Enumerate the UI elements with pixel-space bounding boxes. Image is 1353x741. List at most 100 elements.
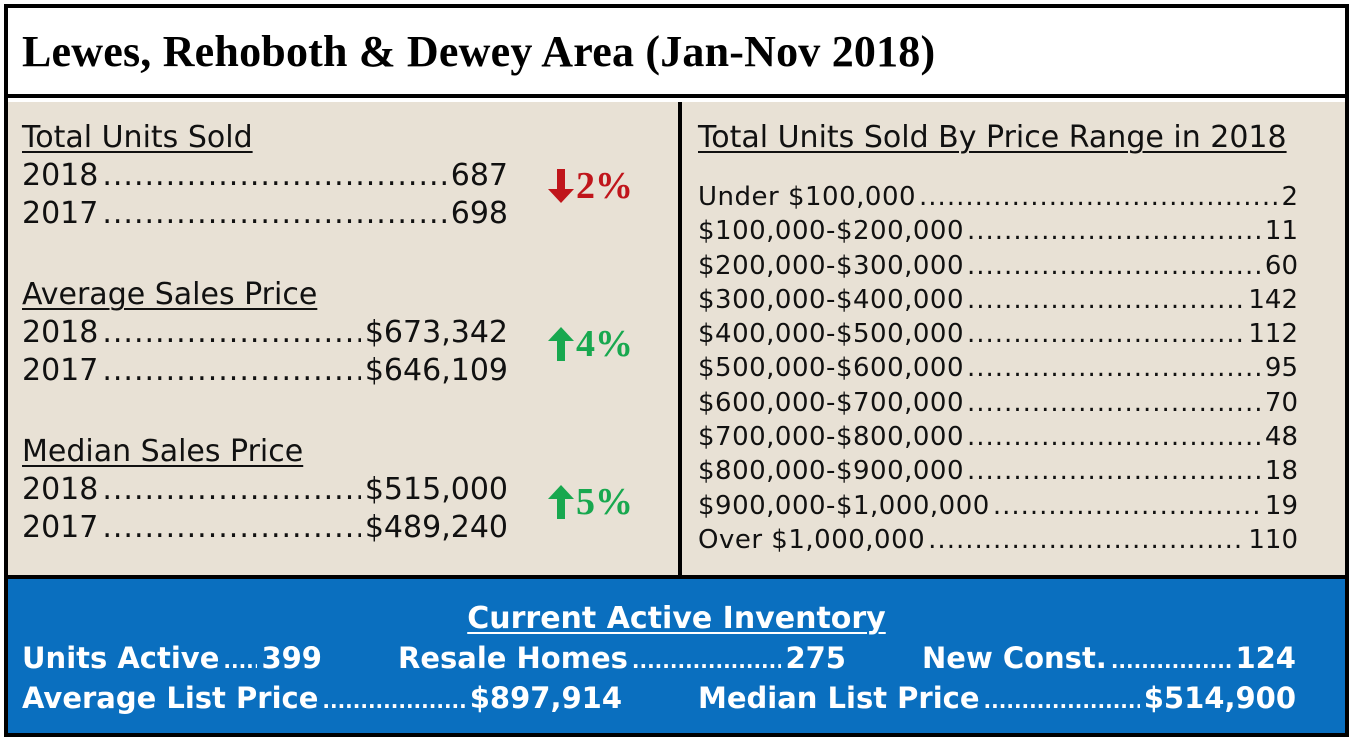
median-price-2018-row: 2018 $515,000 [22,472,508,510]
price-range-label: $800,000-$900,000 [698,456,964,487]
leader-dots [967,319,1245,349]
leader-dots [919,182,1278,212]
total-units-change-label: 2% [576,165,633,207]
price-range-units: 70 [1264,387,1298,418]
total-units-change: 2% [548,164,633,208]
price-range-label: Over $1,000,000 [698,524,926,555]
price-range-label: $900,000-$1,000,000 [698,490,990,521]
leader-dots [967,285,1245,315]
list-item: Under $100,000 2 [698,182,1298,216]
price-range-units: 11 [1264,216,1298,247]
leader-dots [102,158,446,193]
price-range-list: Under $100,000 2 $100,000-$200,000 11 $200… [698,182,1298,559]
price-range-label: Under $100,000 [698,182,917,212]
list-item: $900,000-$1,000,000 19 [698,491,1298,525]
year-label: 2018 [22,472,99,507]
median-sales-price-title: Median Sales Price [22,434,304,469]
price-range-label: $400,000-$500,000 [698,319,964,350]
price-range-units: 48 [1264,422,1298,453]
leader-dots [967,353,1262,383]
resale-homes-value: 275 [785,641,846,675]
price-range-label: $100,000-$200,000 [698,216,964,247]
average-sales-price-title: Average Sales Price [22,277,318,312]
leader-dots [102,510,360,545]
leader-dots [102,196,446,231]
price-range-label: $600,000-$700,000 [698,387,964,418]
price-range-label: $300,000-$400,000 [698,284,964,315]
resale-homes: Resale Homes 275 [398,641,846,675]
leader-dots [967,388,1262,418]
average-list-price-value: $897,914 [469,681,622,715]
median-price-change: 5% [548,480,633,524]
leader-dots [967,251,1262,281]
price-range-label: $700,000-$800,000 [698,422,964,453]
units-active-value: 399 [261,641,322,675]
active-inventory-panel: Current Active Inventory Units Active 39… [8,575,1345,733]
year-label: 2018 [22,315,99,350]
arrow-up-icon [548,327,574,361]
average-price-change: 4% [548,322,633,366]
total-units-2017-row: 2017 698 [22,196,508,234]
median-price-2017-row: 2017 $489,240 [22,510,508,548]
list-item: $100,000-$200,000 11 [698,216,1298,250]
leader-dots [102,315,360,350]
list-item: $800,000-$900,000 18 [698,456,1298,490]
new-const: New Const. 124 [922,641,1296,675]
leader-dots [967,456,1262,486]
price-range-units: 18 [1264,456,1298,487]
price-range-label: $200,000-$300,000 [698,250,964,281]
list-item: $300,000-$400,000 142 [698,285,1298,319]
price-range-label: $500,000-$600,000 [698,353,964,384]
units-active-label: Units Active [22,641,220,675]
sales-summary-panel: Total Units Sold 2018 687 2017 698 2% Av… [8,102,682,575]
leader-dots [928,525,1245,555]
leader-dots [1111,649,1232,673]
new-const-label: New Const. [922,641,1107,675]
total-units-sold-title: Total Units Sold [22,120,253,155]
resale-homes-label: Resale Homes [398,641,628,675]
median-list-price-value: $514,900 [1143,681,1296,715]
list-item: Over $1,000,000 110 [698,525,1298,559]
list-item: $500,000-$600,000 95 [698,353,1298,387]
price-range-units: 60 [1264,250,1298,281]
leader-dots [967,216,1262,246]
average-price-2018-value: $673,342 [364,315,508,350]
median-list-price-label: Median List Price [698,681,980,715]
average-price-change-label: 4% [576,323,633,365]
total-units-2018-row: 2018 687 [22,158,508,196]
leader-dots [632,649,782,673]
price-range-units: 110 [1248,524,1298,555]
list-item: $400,000-$500,000 112 [698,319,1298,353]
price-range-units: 95 [1264,353,1298,384]
price-range-units: 2 [1281,182,1298,212]
year-label: 2017 [22,510,99,545]
new-const-value: 124 [1235,641,1296,675]
leader-dots [223,649,257,673]
price-range-units: 112 [1248,319,1298,350]
arrow-up-icon [548,485,574,519]
list-item: $600,000-$700,000 70 [698,388,1298,422]
page-title: Lewes, Rehoboth & Dewey Area (Jan-Nov 20… [22,26,936,76]
list-item: $700,000-$800,000 48 [698,422,1298,456]
price-range-units: 142 [1248,284,1298,315]
list-item: $200,000-$300,000 60 [698,251,1298,285]
units-active: Units Active 399 [22,641,322,675]
arrow-down-icon [548,169,574,203]
leader-dots [102,472,360,507]
market-report-card: Lewes, Rehoboth & Dewey Area (Jan-Nov 20… [4,4,1349,737]
average-price-2017-value: $646,109 [364,353,508,388]
leader-dots [984,689,1140,713]
year-label: 2018 [22,158,99,193]
median-price-2018-value: $515,000 [364,472,508,507]
price-range-title: Total Units Sold By Price Range in 2018 [698,120,1287,155]
average-list-price: Average List Price $897,914 [22,681,622,715]
leader-dots [993,491,1262,521]
total-units-2018-value: 687 [450,158,508,193]
leader-dots [967,422,1262,452]
median-price-change-label: 5% [576,481,633,523]
leader-dots [102,353,360,388]
title-bar: Lewes, Rehoboth & Dewey Area (Jan-Nov 20… [8,8,1345,98]
price-range-units: 19 [1264,490,1298,521]
leader-dots [322,689,465,713]
average-price-2018-row: 2018 $673,342 [22,315,508,353]
